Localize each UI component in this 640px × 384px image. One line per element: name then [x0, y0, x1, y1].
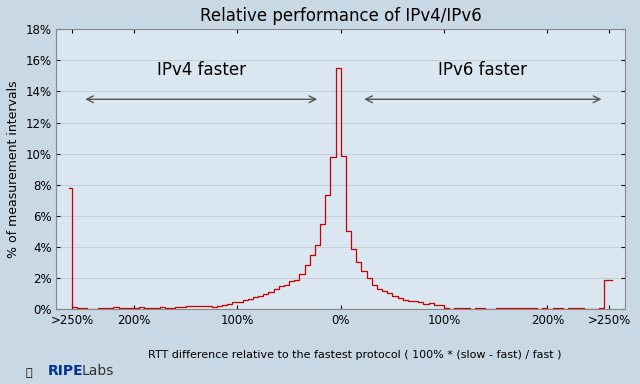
Text: IPv4 faster: IPv4 faster	[157, 61, 246, 79]
Title: Relative performance of IPv4/IPv6: Relative performance of IPv4/IPv6	[200, 7, 481, 25]
Text: Labs: Labs	[81, 364, 114, 378]
Text: RTT difference relative to the fastest protocol ( 100% * (slow - fast) / fast ): RTT difference relative to the fastest p…	[148, 350, 562, 360]
Text: IPv6 faster: IPv6 faster	[438, 61, 527, 79]
Text: RIPE: RIPE	[48, 364, 84, 378]
Text: 💡: 💡	[26, 368, 32, 378]
Y-axis label: % of measurement intervals: % of measurement intervals	[7, 81, 20, 258]
